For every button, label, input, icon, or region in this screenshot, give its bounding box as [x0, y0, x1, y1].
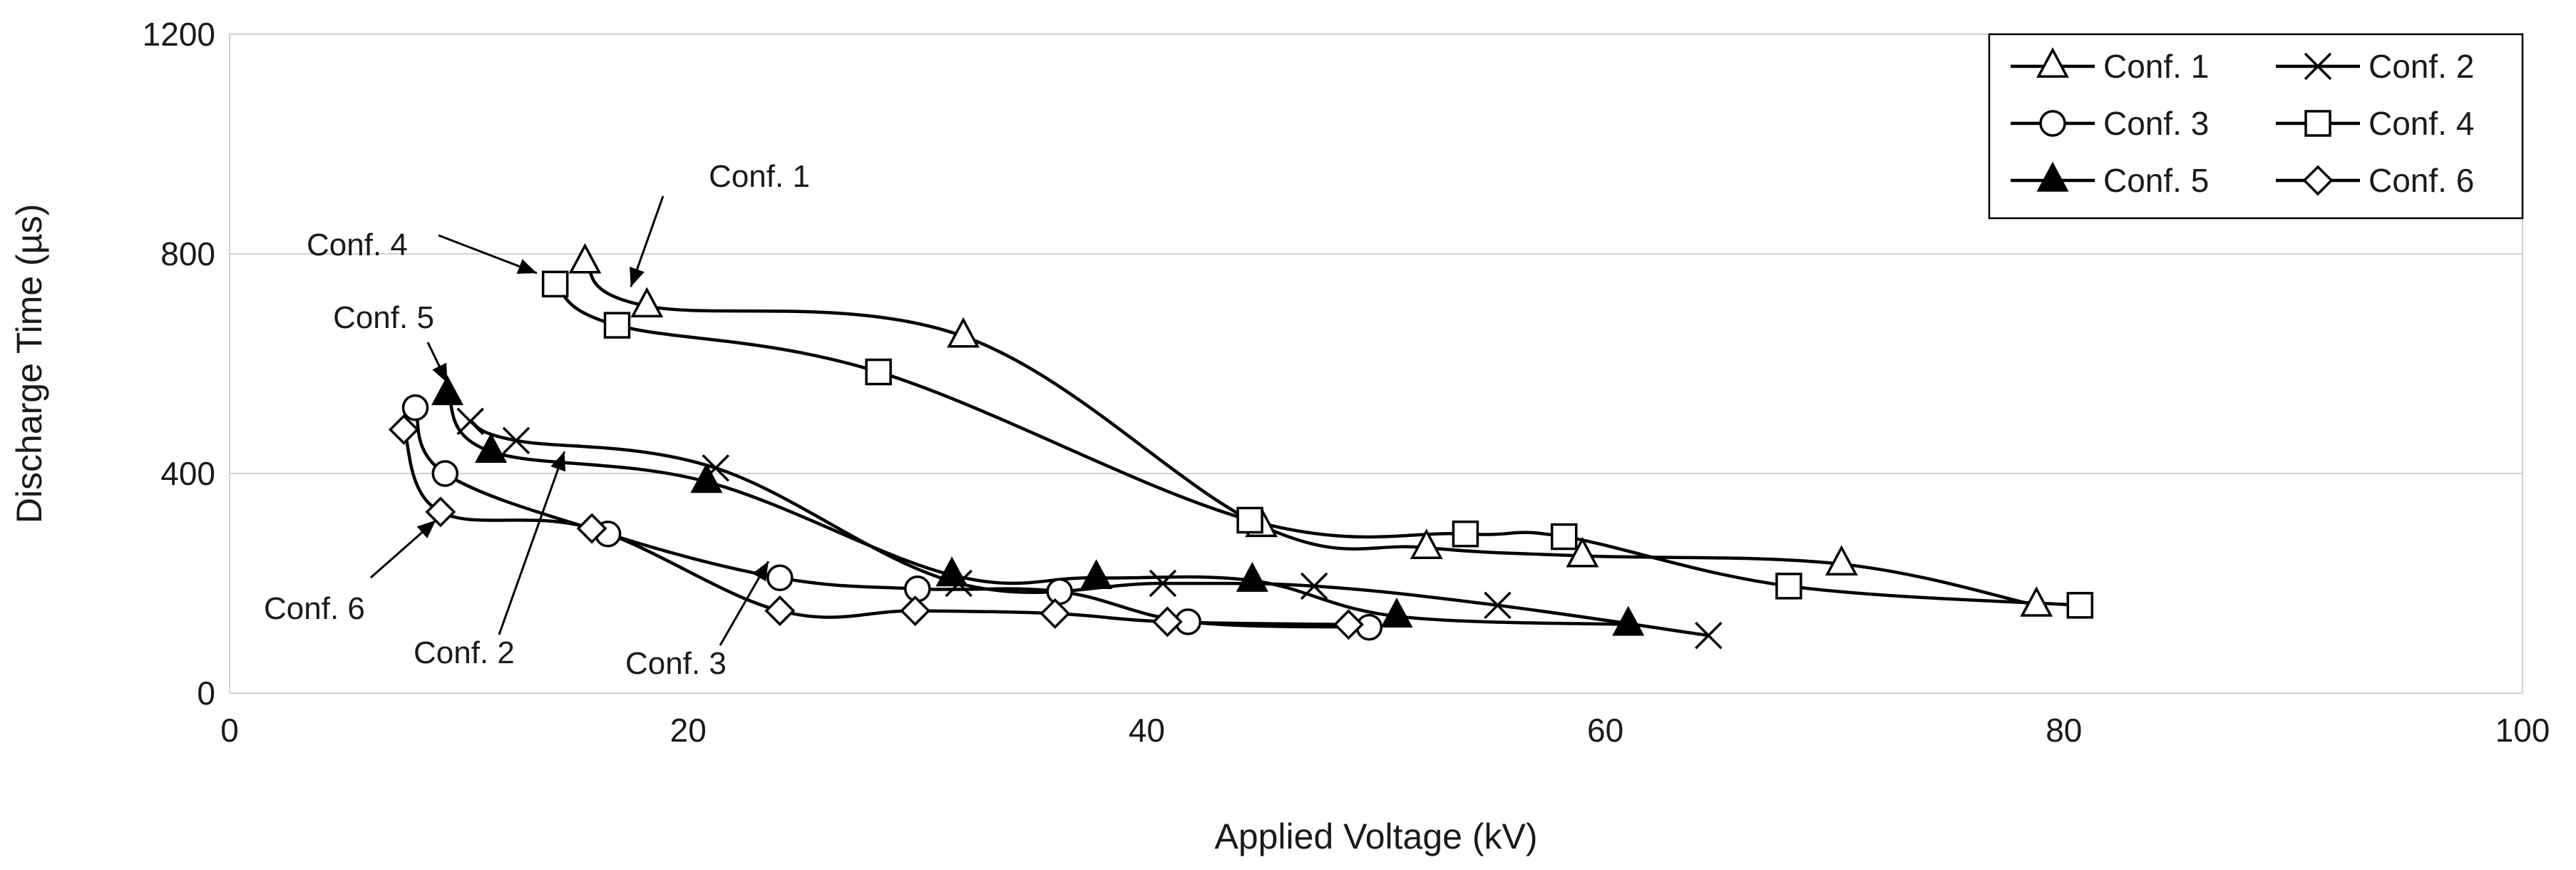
legend-label: Conf. 5	[2103, 162, 2209, 199]
annotation-arrowhead	[630, 267, 645, 287]
x-tick-label: 20	[670, 712, 707, 749]
annotation-arrowhead	[432, 362, 448, 383]
data-point-conf-4	[541, 270, 569, 298]
annotation-arrowhead	[550, 451, 566, 472]
legend-label: Conf. 4	[2369, 105, 2474, 142]
legend-marker-conf-1	[2036, 47, 2069, 78]
data-point-conf-1	[630, 287, 664, 318]
data-point-conf-1	[568, 242, 602, 274]
data-point-conf-5	[431, 375, 464, 406]
series-line-conf-1	[583, 260, 2038, 608]
data-point-conf-1	[947, 317, 980, 348]
x-tick-label: 0	[220, 712, 239, 749]
series-line-conf-2	[468, 419, 1710, 638]
data-point-conf-3	[1046, 578, 1073, 605]
x-tick-label: 100	[2495, 712, 2550, 749]
x-axis-title: Applied Voltage (kV)	[1214, 817, 1537, 856]
data-point-conf-5	[475, 433, 508, 463]
y-tick-label: 800	[160, 235, 215, 272]
annotation-label: Conf. 6	[264, 591, 365, 626]
legend-marker-conf-6	[2302, 165, 2334, 196]
data-point-conf-2	[1149, 569, 1177, 598]
data-point-conf-1	[1410, 528, 1443, 559]
legend-label: Conf. 1	[2103, 48, 2209, 85]
annotation-label: Conf. 4	[307, 227, 408, 262]
data-point-conf-3	[766, 564, 794, 592]
data-point-conf-4	[1550, 523, 1578, 551]
annotation-label: Conf. 3	[625, 646, 727, 681]
data-point-conf-6	[764, 595, 796, 626]
data-point-conf-2	[1484, 591, 1512, 620]
data-point-conf-4	[2066, 592, 2094, 619]
data-point-conf-6	[425, 496, 456, 528]
legend-marker-conf-5	[2036, 161, 2069, 192]
series-line-conf-4	[553, 282, 2082, 608]
data-point-conf-5	[1080, 559, 1113, 590]
x-tick-label: 40	[1129, 712, 1165, 749]
annotation-label: Conf. 1	[709, 159, 810, 194]
data-point-conf-3	[904, 575, 931, 603]
annotation-leader	[498, 451, 565, 635]
annotation-arrowhead	[752, 561, 769, 582]
data-point-conf-6	[1333, 609, 1364, 640]
data-point-conf-4	[865, 358, 892, 386]
legend-marker-conf-2	[2304, 52, 2332, 81]
data-point-conf-5	[1380, 598, 1413, 628]
x-tick-label: 80	[2046, 712, 2082, 749]
data-point-conf-4	[1775, 573, 1802, 600]
annotation-label: Conf. 2	[414, 635, 515, 670]
data-point-conf-6	[576, 513, 607, 544]
legend-label: Conf. 3	[2103, 105, 2209, 142]
annotation-arrowhead	[416, 520, 436, 538]
data-point-conf-2	[502, 426, 530, 455]
y-tick-label: 1200	[143, 16, 215, 53]
legend-marker-conf-4	[2304, 110, 2331, 137]
data-point-conf-6	[1151, 606, 1183, 638]
data-point-conf-2	[456, 407, 484, 436]
y-tick-label: 400	[160, 455, 215, 492]
data-point-conf-5	[1236, 561, 1268, 592]
annotation-arrowhead	[516, 259, 537, 274]
data-point-conf-1	[1825, 545, 1858, 576]
data-point-conf-6	[900, 595, 931, 626]
data-point-conf-2	[1300, 572, 1328, 600]
series-line-conf-6	[402, 428, 1350, 626]
y-axis-title: Discharge Time (µs)	[9, 204, 49, 523]
data-point-conf-6	[388, 414, 419, 445]
legend-marker-conf-3	[2039, 110, 2066, 137]
legend-label: Conf. 6	[2369, 162, 2474, 199]
data-point-conf-2	[1695, 621, 1723, 650]
data-point-conf-5	[935, 556, 968, 587]
series-line-conf-3	[414, 406, 1371, 629]
y-tick-label: 0	[197, 675, 215, 712]
data-point-conf-6	[1040, 598, 1071, 629]
data-point-conf-1	[1566, 536, 1599, 568]
data-point-conf-4	[1452, 520, 1479, 548]
data-point-conf-1	[2020, 586, 2053, 617]
x-tick-label: 60	[1587, 712, 1623, 749]
data-point-conf-5	[1612, 605, 1645, 636]
data-point-conf-4	[1236, 506, 1263, 534]
data-point-conf-3	[431, 460, 459, 487]
data-point-conf-4	[603, 312, 631, 339]
data-point-conf-5	[690, 463, 723, 493]
data-point-conf-3	[401, 394, 429, 421]
legend-label: Conf. 2	[2369, 48, 2474, 85]
annotation-label: Conf. 5	[333, 300, 434, 335]
